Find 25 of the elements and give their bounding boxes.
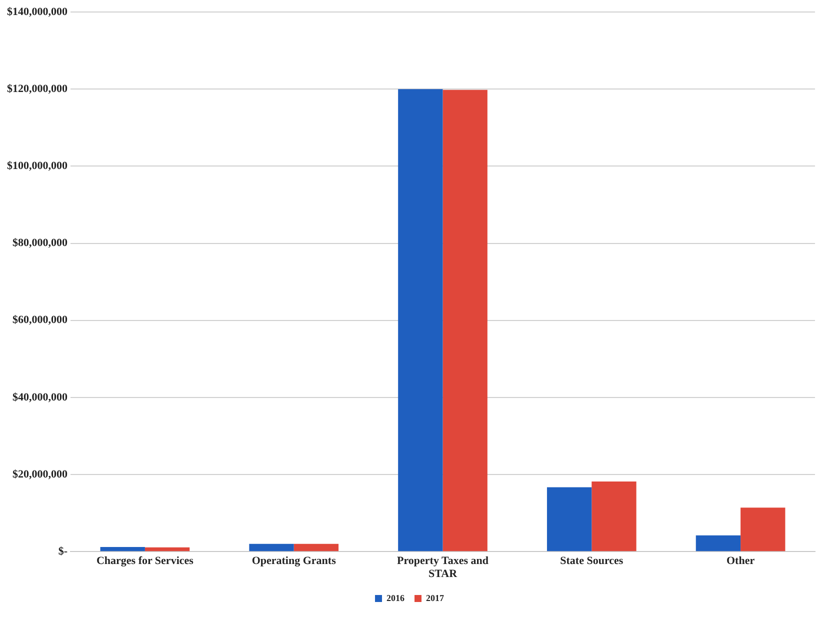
bar [144,547,190,552]
x-tick-label: Property Taxes and STAR [397,555,488,580]
y-tick-label: $40,000,000 [12,391,68,404]
y-tick-label: $80,000,000 [12,237,68,250]
y-tick-label: $60,000,000 [12,314,68,326]
x-tick-label: State Sources [560,555,624,568]
bar [546,487,592,552]
y-tick-label: $140,000,000 [7,6,68,18]
legend-label: 2016 [386,592,405,603]
legend-label: 2017 [426,592,444,603]
bar [294,544,339,552]
bar [740,508,786,552]
bar [249,544,294,552]
y-tick-label: $100,000,000 [7,160,68,172]
y-tick-label: $- [58,545,68,558]
bar [100,546,145,552]
bar [398,89,443,552]
y-tick-label: $20,000,000 [12,468,68,480]
bar [592,481,636,552]
bar [442,90,488,552]
x-tick-label: Other [726,555,755,568]
y-tick-label: $120,000,000 [7,82,68,95]
x-tick-label: Operating Grants [252,555,337,568]
bar [696,535,741,552]
x-tick-label: Charges for Services [96,555,194,568]
